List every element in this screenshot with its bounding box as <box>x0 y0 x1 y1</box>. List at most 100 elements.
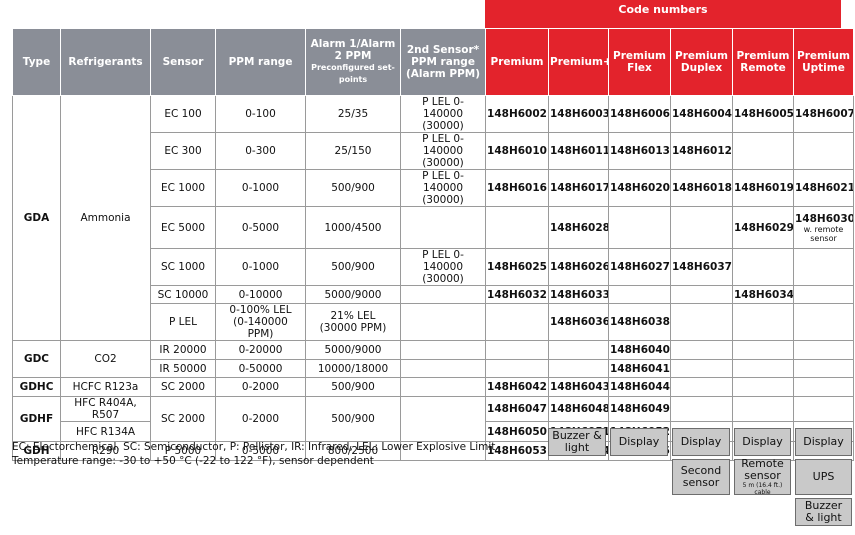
span: 21% LEL (30000 PPM) <box>319 310 387 334</box>
cell: 148H6003 <box>548 95 609 133</box>
cell <box>485 303 549 341</box>
cell: 0-2000 <box>215 396 306 442</box>
cell: P LEL <box>150 303 216 341</box>
cell: 5000/9000 <box>305 285 401 304</box>
cell: 0-100 <box>215 95 306 133</box>
cell: 148H6002 <box>485 95 549 133</box>
cell: 1000/4500 <box>305 206 401 249</box>
cell: 148H6042 <box>485 377 549 397</box>
cell <box>732 396 794 422</box>
cell <box>793 132 854 170</box>
row: GDA Ammonia EC 100 0-100 25/35 P LEL 0-140000… <box>12 95 854 341</box>
cell: 148H6018 <box>670 169 733 207</box>
cell <box>793 396 854 422</box>
cell: 148H6012 <box>670 132 733 170</box>
header-cell: Premium Duplex <box>670 28 733 96</box>
header-cell: PPM range <box>215 28 306 96</box>
cell <box>608 285 671 304</box>
cell <box>400 396 486 442</box>
cell <box>793 285 854 304</box>
cell <box>485 206 549 249</box>
cell <box>732 132 794 170</box>
cell: 500/900 <box>305 248 401 286</box>
cell <box>670 377 733 397</box>
cell: 148H6053 <box>485 441 549 461</box>
header-cell: Premium Flex <box>608 28 671 96</box>
cell: 148H6027 <box>608 248 671 286</box>
cell: 148H6037 <box>670 248 733 286</box>
cell <box>670 359 733 378</box>
cell: 148H6010 <box>485 132 549 170</box>
cell <box>548 340 609 360</box>
cell <box>400 377 486 397</box>
cell: 148H6021 <box>793 169 854 207</box>
cell: 148H6038 <box>608 303 671 341</box>
cell <box>400 303 486 341</box>
span: P LEL 0-140000 (30000) <box>422 170 464 206</box>
span: P LEL 0-140000 (30000) <box>422 249 464 285</box>
cell: HFC R404A, R507 <box>60 396 151 422</box>
cell: 0-100% LEL (0-140000 PPM) <box>215 303 306 341</box>
cell <box>670 206 733 249</box>
cell <box>400 206 486 249</box>
cell: 148H6036 <box>548 303 609 341</box>
header-cell: Premium+ <box>548 28 609 96</box>
cell: 148H6044 <box>608 377 671 397</box>
cell <box>400 340 486 360</box>
cell: P LEL 0-140000 (30000) <box>400 95 486 133</box>
feature-box: Display <box>795 428 852 456</box>
cell: 0-2000 <box>215 377 306 397</box>
cell: 0-1000 <box>215 169 306 207</box>
cell <box>793 248 854 286</box>
cell: IR 20000 <box>150 340 216 360</box>
feature-box: Buzzer & light <box>795 498 852 526</box>
cell: 148H6049 <box>608 396 671 422</box>
cell: 148H6005 <box>732 95 794 133</box>
cell <box>732 359 794 378</box>
feature-box: UPS <box>795 459 852 495</box>
cell: 500/900 <box>305 396 401 442</box>
cell: P 5000 <box>150 441 216 461</box>
cell: 148H6032 <box>485 285 549 304</box>
row: EC 5000 0-5000 1000/4500 148H6028 148H6029 14… <box>13 206 854 249</box>
cell: 0-1000 <box>215 248 306 286</box>
cell: 148H6004 <box>670 95 733 133</box>
row: GDHF HFC R404A, R507 SC 2000 0-2000 500/900 1… <box>12 396 854 442</box>
cell: SC 2000 <box>150 396 216 442</box>
cell <box>793 377 854 397</box>
header-cell: Premium Remote <box>732 28 794 96</box>
cell: 0-20000 <box>215 340 306 360</box>
feature-box: Display <box>672 428 730 456</box>
cell: HCFC R123a <box>60 377 151 397</box>
cell <box>793 340 854 360</box>
code-numbers-title: Code numbers <box>485 0 841 28</box>
cell <box>400 359 486 378</box>
cell: GDH <box>12 441 61 461</box>
cell: 148H6020 <box>608 169 671 207</box>
cell: 148H6040 <box>608 340 671 360</box>
cell: GDC <box>12 340 61 378</box>
cell: P LEL 0-140000 (30000) <box>400 169 486 207</box>
cell: EC 300 <box>150 132 216 170</box>
cell: IR 50000 <box>150 359 216 378</box>
cell: 500/900 <box>305 377 401 397</box>
cell: 148H6033 <box>548 285 609 304</box>
cell <box>485 359 549 378</box>
cell <box>732 248 794 286</box>
cell: 148H6019 <box>732 169 794 207</box>
cell: 148H6034 <box>732 285 794 304</box>
cell: P LEL 0-140000 (30000) <box>400 132 486 170</box>
row: SC 10000 0-10000 5000/9000 148H6032 148H6033… <box>13 285 854 304</box>
cell: 148H6011 <box>548 132 609 170</box>
cell: GDHF <box>12 396 61 442</box>
header-note: Preconfigured set-points <box>311 63 395 84</box>
cell: P LEL 0-140000 (30000) <box>400 248 486 286</box>
cell: 0-5000 <box>215 441 306 461</box>
header-cell: Alarm 1/Alarm 2 PPM Preconfigured set-poi… <box>305 28 401 96</box>
cell: 148H6017 <box>548 169 609 207</box>
cell: 0-300 <box>215 132 306 170</box>
cell: SC 1000 <box>150 248 216 286</box>
code-table: Type Refrigerants Sensor PPM range Alarm 1/… <box>12 28 854 461</box>
